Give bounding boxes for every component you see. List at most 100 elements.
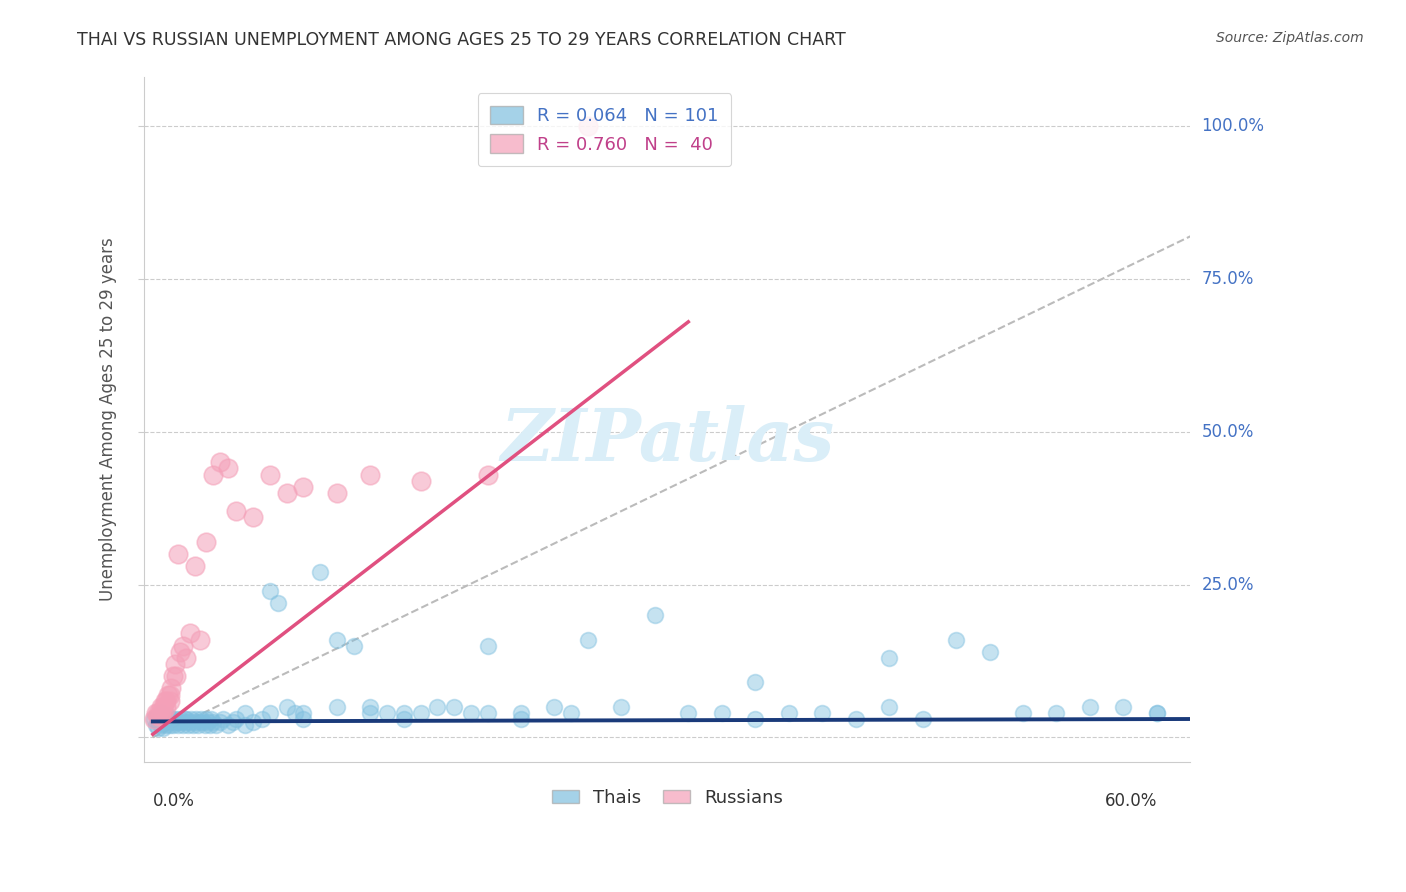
Point (186, 712, 208, 726)
Point (169, 712, 191, 726)
Point (217, 461, 239, 475)
Point (911, 712, 934, 726)
Point (170, 714, 193, 729)
Point (174, 651, 197, 665)
Point (160, 714, 183, 729)
Text: ZIPatlas: ZIPatlas (501, 405, 834, 475)
Point (610, 699, 633, 714)
Point (163, 714, 186, 729)
Point (179, 626, 201, 640)
Point (156, 709, 179, 723)
Point (477, 706, 499, 720)
Point (143, 712, 166, 726)
Point (160, 681, 183, 696)
Point (174, 712, 197, 726)
Point (205, 718, 228, 732)
Point (1045, 706, 1067, 720)
Point (678, 706, 700, 720)
Point (172, 639, 194, 653)
Point (543, 699, 565, 714)
Point (477, 639, 499, 653)
Point (153, 694, 176, 708)
Point (172, 718, 194, 732)
Point (163, 657, 186, 671)
Point (173, 712, 195, 726)
Point (409, 706, 432, 720)
Point (208, 455, 231, 469)
Point (576, 120, 599, 134)
Point (155, 694, 177, 708)
Point (143, 712, 166, 726)
Point (1146, 706, 1168, 720)
Point (326, 486, 349, 500)
Point (426, 699, 449, 714)
Point (276, 699, 298, 714)
Point (150, 699, 173, 714)
Point (191, 714, 214, 729)
Text: 75.0%: 75.0% (1202, 270, 1254, 288)
Point (979, 645, 1001, 659)
Point (202, 714, 225, 729)
Text: Source: ZipAtlas.com: Source: ZipAtlas.com (1216, 31, 1364, 45)
Text: 0.0%: 0.0% (153, 792, 194, 810)
Point (167, 547, 190, 561)
Point (225, 712, 247, 726)
Point (152, 709, 174, 723)
Point (187, 718, 209, 732)
Point (155, 712, 177, 726)
Point (1012, 706, 1035, 720)
Point (510, 712, 533, 726)
Point (259, 706, 281, 720)
Point (212, 712, 235, 726)
Point (644, 608, 666, 623)
Point (152, 699, 174, 714)
Point (195, 534, 218, 549)
Point (392, 712, 415, 726)
Point (188, 632, 211, 647)
Point (174, 714, 197, 729)
Point (242, 510, 264, 524)
Point (150, 706, 173, 720)
Point (190, 712, 212, 726)
Point (460, 706, 482, 720)
Point (153, 714, 176, 729)
Point (326, 699, 349, 714)
Point (242, 714, 264, 729)
Point (375, 706, 398, 720)
Point (145, 706, 167, 720)
Point (159, 688, 181, 702)
Point (180, 712, 202, 726)
Point (183, 714, 205, 729)
Point (217, 718, 239, 732)
Text: 50.0%: 50.0% (1202, 423, 1254, 441)
Point (225, 504, 247, 518)
Point (744, 675, 766, 690)
Point (443, 699, 465, 714)
Point (208, 714, 231, 729)
Point (811, 706, 834, 720)
Point (292, 480, 315, 494)
Text: 100.0%: 100.0% (1202, 118, 1264, 136)
Point (183, 559, 205, 574)
Point (250, 712, 273, 726)
Point (343, 639, 366, 653)
Point (159, 718, 181, 732)
Point (292, 712, 315, 726)
Point (188, 714, 211, 729)
Point (155, 718, 177, 732)
Point (195, 712, 218, 726)
Point (744, 712, 766, 726)
Point (146, 709, 169, 723)
Point (165, 669, 187, 683)
Point (1146, 706, 1168, 720)
Y-axis label: Unemployment Among Ages 25 to 29 years: Unemployment Among Ages 25 to 29 years (100, 238, 117, 601)
Point (778, 706, 800, 720)
Point (259, 467, 281, 482)
Point (152, 721, 174, 735)
Point (169, 645, 191, 659)
Point (267, 596, 290, 610)
Point (179, 714, 201, 729)
Text: 25.0%: 25.0% (1202, 575, 1254, 593)
Point (510, 706, 533, 720)
Point (194, 718, 217, 732)
